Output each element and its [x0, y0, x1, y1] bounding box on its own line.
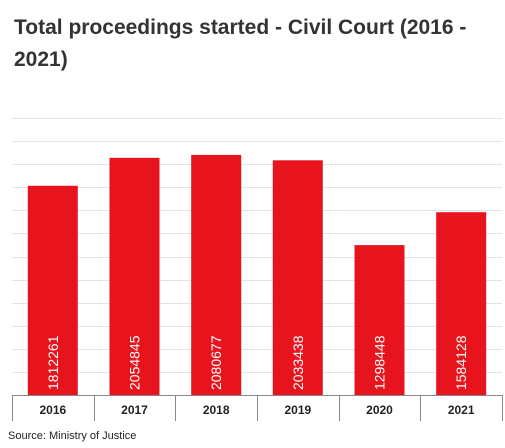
bar-value-label: 1584128 — [453, 335, 469, 390]
bars: 1812261 2054845 2080677 2033438 1298448 15841… — [27, 154, 487, 395]
x-tick-label: 2017 — [121, 403, 148, 417]
bar-value-label: 2080677 — [208, 335, 224, 390]
x-tick-label: 2020 — [366, 403, 393, 417]
gridlines — [12, 118, 502, 373]
source-note: Source: Ministry of Justice — [8, 430, 137, 442]
bar-value-label: 1812261 — [45, 335, 61, 390]
bar-2016 — [27, 185, 78, 395]
bar-value-label: 2054845 — [127, 335, 143, 390]
x-tick-label: 2019 — [284, 403, 311, 417]
bar-value-label: 1298448 — [372, 335, 388, 390]
bar-2017 — [109, 157, 160, 395]
x-axis: 2016 2017 2018 2019 2020 2021 — [12, 395, 503, 421]
x-tick-label: 2021 — [448, 403, 475, 417]
bar-value-label: 2033438 — [290, 335, 306, 390]
chart-title: Total proceedings started - Civil Court … — [14, 16, 467, 71]
bar-2019 — [272, 160, 323, 395]
x-tick-label: 2016 — [39, 403, 66, 417]
bar-2020 — [354, 245, 405, 395]
bar-2021 — [436, 212, 487, 395]
bar-2018 — [191, 154, 242, 395]
x-tick-label: 2018 — [203, 403, 230, 417]
